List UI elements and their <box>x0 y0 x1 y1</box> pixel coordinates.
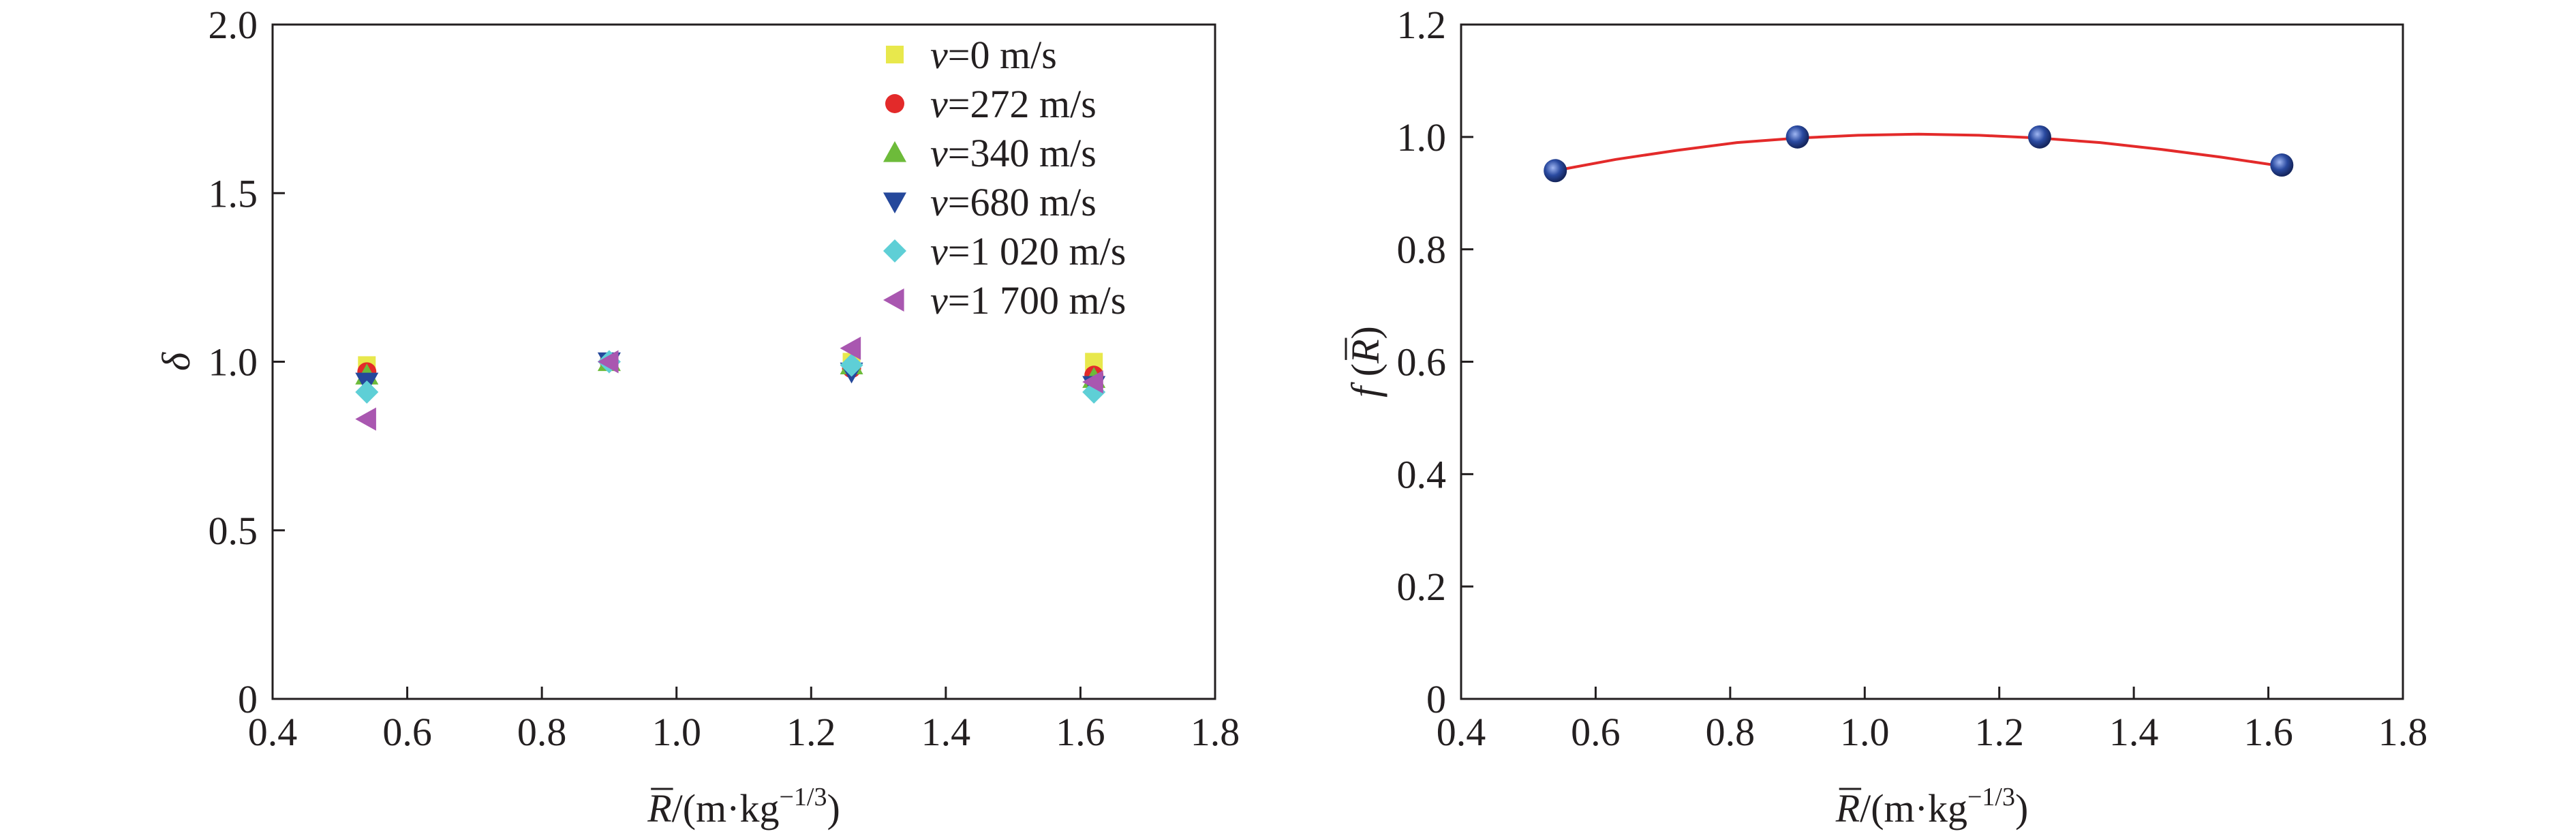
data-point <box>840 336 861 360</box>
x-axis-symbol: R <box>647 786 671 830</box>
y-tick-label: 0.6 <box>1397 340 1447 385</box>
data-point <box>1082 370 1103 394</box>
y-tick-label: 0 <box>238 677 258 721</box>
legend-variable: v <box>930 278 948 323</box>
y-tick-label: 0.5 <box>209 509 258 553</box>
x-tick-label: 1.2 <box>1974 710 2024 754</box>
legend-value: =340 m/s <box>948 131 1097 175</box>
y-tick-label: 0.8 <box>1397 228 1447 272</box>
y-axis-close-paren: ) <box>1343 326 1387 339</box>
x-tick-label: 0.8 <box>1706 710 1755 754</box>
plot-frame <box>1460 23 2404 700</box>
legend-label: v=0 m/s <box>930 33 1057 77</box>
x-axis-title: R/(m·kg−1/3) <box>1835 783 2029 830</box>
data-point <box>2270 153 2294 177</box>
x-tick-label: 1.0 <box>1840 710 1890 754</box>
y-tick-label: 2.0 <box>209 3 258 47</box>
data-point <box>2027 125 2051 149</box>
x-tick-label: 0.4 <box>248 710 298 754</box>
x-tick-label: 0.4 <box>1437 710 1486 754</box>
y-tick-label: 1.0 <box>209 340 258 385</box>
x-tick-label: 1.8 <box>1191 710 1240 754</box>
right-chart-f-vs-r: 0.4 0.6 0.8 1.0 1.2 1.4 1.6 1.8 0 0.2 0.4 0.6 0.8 1.0… <box>1343 3 2427 830</box>
y-tick-label: 1.2 <box>1397 3 1447 47</box>
x-axis-unit-close: ) <box>827 786 840 830</box>
x-tick-label: 1.2 <box>786 710 836 754</box>
y-axis-title: δ <box>154 352 198 371</box>
legend-marker <box>886 46 904 63</box>
y-axis-symbol: R <box>1343 339 1387 363</box>
legend-value: =0 m/s <box>948 33 1057 77</box>
legend-label: v=340 m/s <box>930 131 1097 175</box>
legend-value: =680 m/s <box>948 180 1097 224</box>
x-axis-title: R/(m·kg−1/3) <box>647 783 840 830</box>
legend-marker <box>885 94 904 113</box>
data-point <box>597 350 619 374</box>
x-axis-unit-close: ) <box>2015 786 2028 830</box>
legend-value: =1 020 m/s <box>948 229 1126 273</box>
series-4 <box>355 350 1106 404</box>
x-tick-label: 1.4 <box>2109 710 2159 754</box>
data-point <box>1785 125 1809 149</box>
series-2 <box>355 350 1106 388</box>
legend-variable: v <box>930 131 948 175</box>
legend-marker <box>883 192 906 213</box>
x-axis-exponent: −1/3 <box>779 783 827 811</box>
data-point <box>840 353 863 377</box>
legend-variable: v <box>930 180 948 224</box>
y-axis-title: f (R) <box>1343 326 1387 398</box>
left-chart-delta-vs-r: 0.4 0.6 0.8 1.0 1.2 1.4 1.6 1.8 0 0.5 1.0 1.5 2.0 R/(… <box>154 3 1240 830</box>
y-axis-open-paren: ( <box>1343 363 1387 387</box>
y-tick-label: 0 <box>1426 677 1446 721</box>
legend-value: =1 700 m/s <box>948 278 1126 323</box>
x-axis-unit: /(m·kg <box>672 786 780 830</box>
legend-marker <box>883 141 906 162</box>
x-axis-symbol: R <box>1835 786 1860 830</box>
series-3 <box>355 352 1106 398</box>
y-tick-label: 1.0 <box>1397 115 1447 160</box>
y-tick-label: 0.4 <box>1397 452 1447 496</box>
x-tick-label: 0.6 <box>1571 710 1621 754</box>
series-0 <box>358 353 1103 374</box>
x-tick-label: 1.6 <box>1056 710 1105 754</box>
data-point <box>355 380 379 404</box>
legend-marker <box>883 288 904 312</box>
x-tick-label: 1.8 <box>2378 710 2428 754</box>
data-point <box>355 407 376 431</box>
legend-variable: v <box>930 82 948 126</box>
legend-label: v=1 020 m/s <box>930 229 1126 273</box>
x-axis-unit: /(m·kg <box>1860 786 1967 830</box>
legend-label: v=272 m/s <box>930 82 1097 126</box>
legend: v=0 m/sv=272 m/sv=340 m/sv=680 m/sv=1 02… <box>883 33 1126 323</box>
x-tick-label: 1.6 <box>2243 710 2293 754</box>
legend-marker <box>883 239 906 263</box>
x-tick-label: 0.8 <box>517 710 567 754</box>
x-axis-exponent: −1/3 <box>1967 783 2015 811</box>
x-tick-label: 0.6 <box>382 710 432 754</box>
legend-value: =272 m/s <box>948 82 1097 126</box>
x-tick-label: 1.4 <box>921 710 971 754</box>
legend-variable: v <box>930 33 948 77</box>
fit-curve <box>1554 132 2282 173</box>
legend-variable: v <box>930 229 948 273</box>
data-point <box>1544 159 1567 183</box>
y-tick-label: 1.5 <box>209 171 258 215</box>
legend-label: v=1 700 m/s <box>930 278 1126 323</box>
y-tick-label: 0.2 <box>1397 565 1447 609</box>
x-tick-label: 1.0 <box>651 710 701 754</box>
legend-label: v=680 m/s <box>930 180 1097 224</box>
series-5 <box>355 336 1103 431</box>
series-1 <box>357 352 1104 385</box>
